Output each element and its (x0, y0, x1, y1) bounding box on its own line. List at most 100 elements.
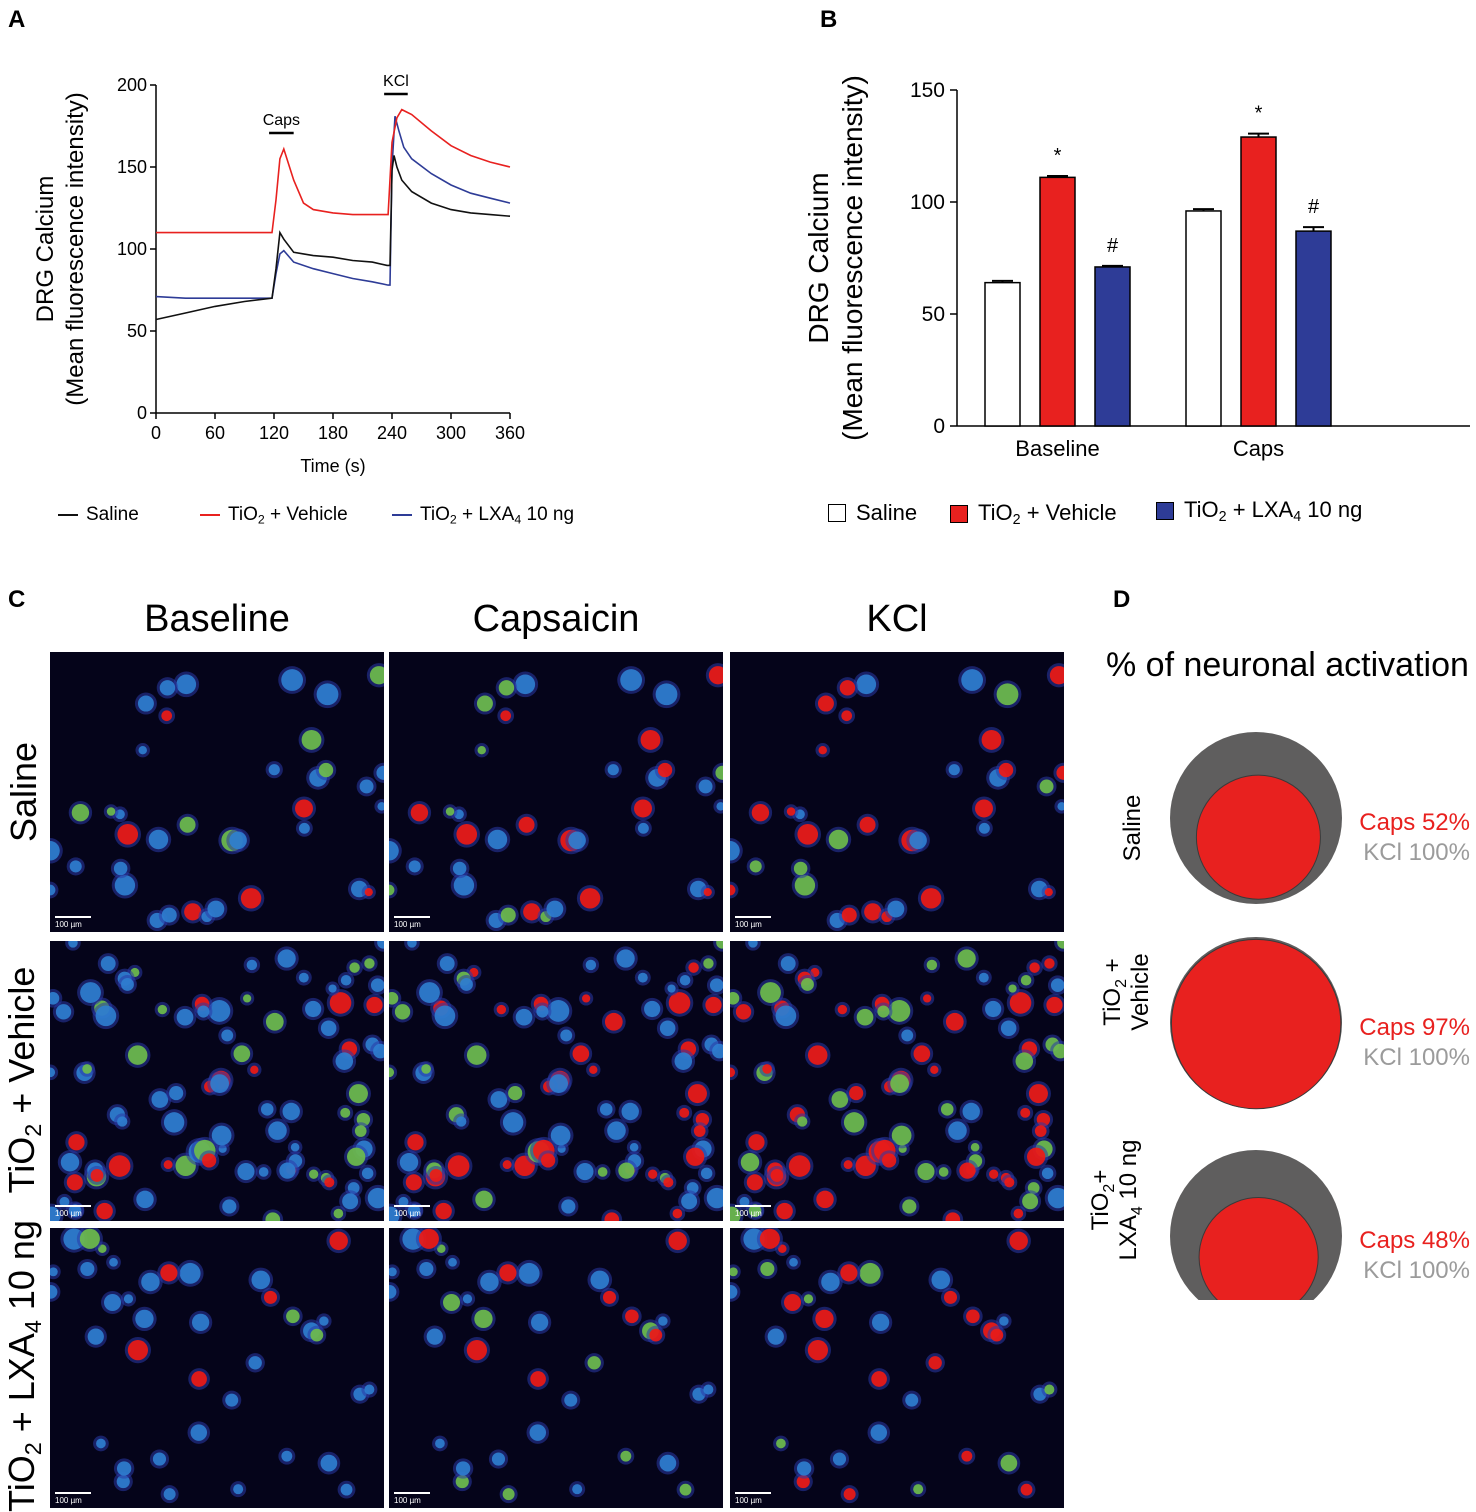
micrograph-cells (389, 941, 723, 1221)
cell-core (837, 1004, 848, 1015)
cell-core (460, 978, 473, 991)
cell-core (320, 1020, 337, 1036)
cell-core (708, 666, 723, 685)
cell-core (453, 875, 475, 896)
d-label-tio: TiO (1099, 988, 1126, 1026)
cell-core (104, 1293, 122, 1312)
cell-core (60, 1153, 80, 1172)
y-axis-label-b-line1: DRG Calcium (803, 172, 834, 343)
cell-core (859, 816, 876, 833)
cell-core (687, 1084, 707, 1104)
cell-core (268, 764, 280, 776)
cell-core (839, 680, 856, 696)
micrograph-cells (50, 663, 384, 932)
cell-core (250, 1065, 259, 1074)
bar-vehicle-baseline (1039, 176, 1076, 427)
cell-core (364, 887, 373, 897)
cell-core (749, 860, 762, 873)
cell-core (50, 1067, 56, 1078)
cell-core (176, 1008, 194, 1026)
cell-core (408, 860, 421, 873)
scale-bar: 100 µm (55, 1205, 91, 1218)
row-label-lxa4: TiO2 + LXA4 10 ng (1, 1220, 46, 1512)
cell-core (1027, 1147, 1046, 1166)
cell-core (298, 972, 309, 983)
cell-core (169, 1086, 184, 1101)
cell-core (127, 1045, 148, 1065)
cell-core (655, 683, 678, 706)
cell-core (499, 1264, 517, 1282)
cell-core (705, 996, 722, 1014)
x-tick-label-a: 60 (205, 423, 225, 443)
cell-core (211, 1125, 232, 1146)
cell-core (265, 1012, 284, 1031)
cell-core (59, 1196, 70, 1207)
cell-core (576, 1163, 594, 1181)
cell-core (109, 1257, 118, 1267)
cell-core (674, 1052, 693, 1070)
cell-core (891, 1125, 912, 1146)
col-title-capsaicin: Capsaicin (472, 598, 640, 640)
cell-core (55, 1004, 72, 1020)
cell-core (887, 900, 905, 918)
caps-percent-2: Caps 48% (1359, 1227, 1470, 1254)
col-title-baseline: Baseline (144, 598, 290, 640)
cell-core (157, 1004, 168, 1015)
cell-core (1044, 1384, 1055, 1395)
cell-core (913, 1484, 924, 1495)
cell-core (161, 907, 177, 923)
cell-core (658, 1316, 668, 1326)
caps-disk-0 (1195, 774, 1321, 900)
cell-core (301, 730, 322, 750)
legend-line-vehicle (200, 514, 220, 517)
cell-core (776, 1202, 793, 1220)
cell-core (318, 762, 334, 778)
cell-core (268, 1121, 287, 1140)
cell-core (864, 903, 882, 921)
y-tick-label-b: 0 (933, 415, 945, 438)
cell-core (248, 1356, 262, 1370)
legend-swatch-lxa4 (1156, 502, 1174, 520)
cell-core (340, 1107, 351, 1118)
cell-core (222, 1199, 237, 1214)
cell-core (361, 1167, 374, 1180)
cell-core (141, 1272, 160, 1292)
caps-disk-2 (1198, 1197, 1319, 1300)
scale-bar: 100 µm (394, 1205, 430, 1218)
cell-core (1009, 992, 1032, 1014)
cell-core (1049, 666, 1064, 685)
cell-core (160, 1264, 178, 1282)
x-tick-label-a: 360 (495, 423, 525, 443)
cell-core (712, 1043, 723, 1059)
cell-core (95, 1005, 117, 1027)
micrograph-1-2: 100 µm (730, 941, 1064, 1221)
cell-core (730, 1267, 738, 1277)
cell-core (407, 1204, 421, 1218)
annotation-label-kcl: KCl (383, 73, 409, 90)
cell-core (265, 1212, 281, 1221)
cell-core (329, 992, 352, 1014)
legend-b-lxa4: TiO2 + LXA4 10 ng (1156, 497, 1362, 525)
cell-core (1009, 1231, 1028, 1251)
cell-core (856, 674, 877, 695)
cell-core (434, 1005, 456, 1027)
cell-core (418, 1228, 439, 1249)
legend-label-lxa4: TiO2 + LXA4 10 ng (420, 504, 575, 527)
cell-core (905, 1393, 919, 1407)
cell-core (508, 1086, 523, 1101)
cell-core (644, 1000, 661, 1018)
cell-core (176, 674, 197, 695)
cell-core (560, 1029, 573, 1042)
x-tick-label-a: 300 (436, 423, 466, 443)
cell-core (796, 1461, 812, 1476)
cell-core (202, 1153, 217, 1168)
cell-core (616, 949, 635, 968)
cell-core (207, 900, 225, 918)
legend-line-saline (58, 514, 78, 516)
cell-core (748, 1134, 765, 1151)
cell-core (550, 1125, 571, 1146)
cell-core (518, 816, 535, 833)
cell-core (930, 1065, 939, 1074)
cell-core (546, 900, 564, 918)
d-label-lxa: LXA (1115, 1215, 1142, 1260)
